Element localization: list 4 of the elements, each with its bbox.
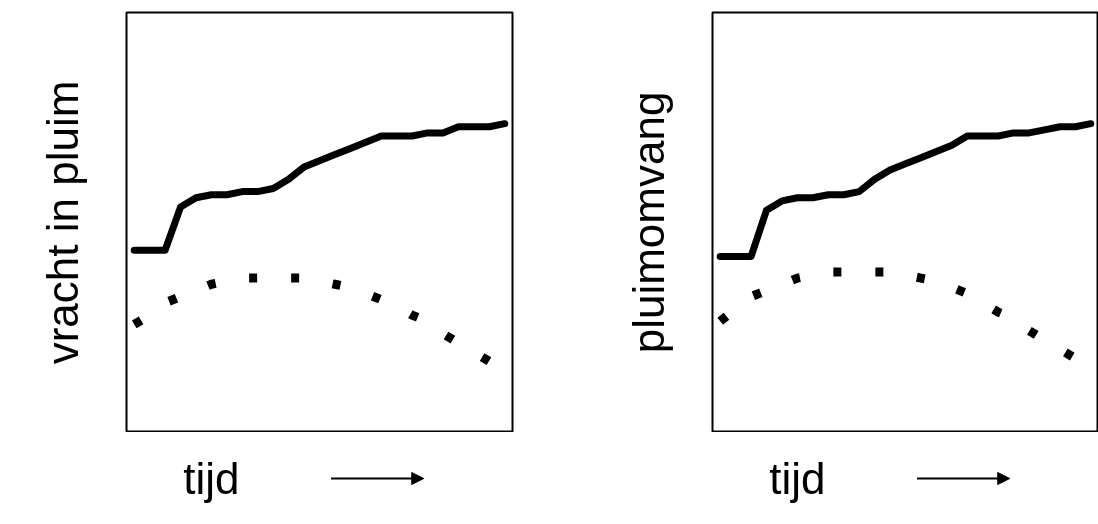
x-axis-title: tijd	[769, 454, 826, 503]
x-axis-title: tijd	[183, 454, 240, 503]
y-axis-title: pluimomvang	[623, 91, 673, 354]
y-axis-title: vracht in pluim	[37, 80, 87, 365]
